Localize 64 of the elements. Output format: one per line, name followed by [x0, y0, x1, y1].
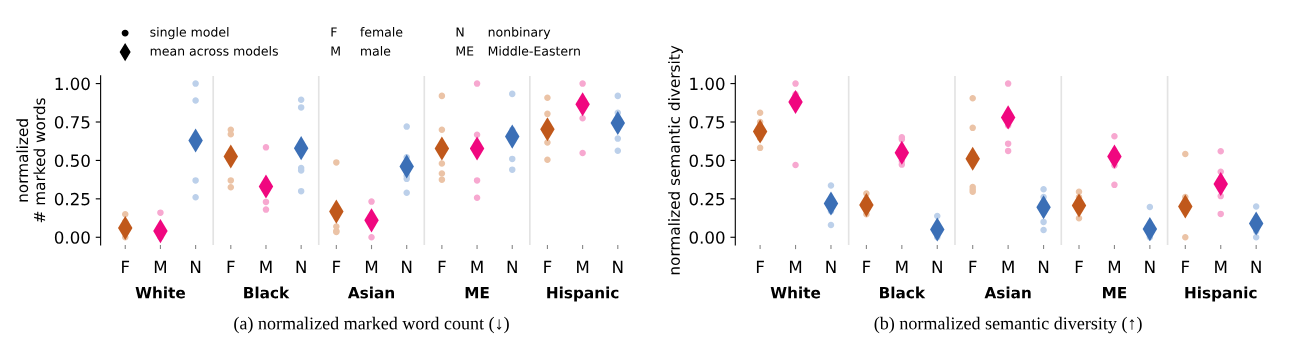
y-tick-label: 0.50: [689, 154, 725, 167]
text: Black: [244, 286, 290, 299]
y-tick-label: 0.00: [689, 231, 725, 244]
text: Asian: [984, 286, 1031, 299]
text: ME: [465, 287, 489, 299]
x-tick-label: F: [122, 260, 130, 273]
x-tick-label: F: [544, 260, 552, 273]
x-tick-label: N: [613, 260, 623, 273]
x-tick-label: N: [826, 260, 836, 273]
x-tick-label: M: [789, 260, 802, 273]
x-tick-label: M: [1002, 260, 1014, 273]
y-tick-label: 0.75: [54, 115, 90, 129]
x-tick-label: F: [227, 260, 235, 273]
text: F: [331, 27, 337, 37]
x-tick-label: M: [1108, 260, 1120, 273]
x-tick-label: N: [1038, 260, 1049, 273]
text: single model: [150, 27, 229, 40]
x-tick-label: N: [1251, 260, 1261, 273]
text: Hispanic: [1185, 286, 1257, 302]
text: White: [135, 286, 186, 299]
y-tick-label: 0.00: [54, 231, 90, 244]
text: nonbinary: [488, 27, 551, 40]
y-tick-label: 0.75: [689, 115, 725, 129]
x-tick-label: N: [402, 260, 412, 273]
text: ME: [456, 46, 474, 56]
y-tick-label: 0.50: [54, 154, 90, 167]
x-tick-label: F: [1182, 260, 1190, 273]
text: White: [770, 286, 821, 299]
text: N: [456, 27, 464, 37]
x-tick-label: F: [969, 260, 977, 273]
text: female: [360, 27, 403, 37]
x-tick-label: M: [260, 260, 272, 273]
y-tick-label: 1.00: [690, 77, 725, 91]
text: Asian: [347, 286, 394, 299]
text: Hispanic: [547, 286, 619, 302]
text: mean across models: [150, 46, 278, 56]
text: (a) normalized marked word count (↓): [234, 316, 509, 334]
x-tick-label: F: [863, 260, 871, 273]
x-tick-label: M: [471, 260, 483, 273]
text: M: [331, 46, 340, 56]
x-tick-label: F: [1075, 260, 1083, 273]
text: (b) normalized semantic diversity (↑): [874, 316, 1142, 334]
x-tick-label: F: [438, 260, 446, 273]
x-tick-label: N: [191, 260, 201, 273]
x-tick-label: M: [1215, 260, 1227, 273]
x-tick-label: N: [1145, 260, 1155, 273]
x-tick-label: F: [756, 260, 764, 273]
x-tick-label: M: [154, 260, 166, 273]
x-tick-label: F: [333, 260, 341, 273]
x-tick-label: M: [896, 260, 908, 273]
x-tick-label: N: [296, 260, 306, 273]
text: ME: [1103, 287, 1127, 299]
y-axis-title: normalized # marked words: [16, 98, 46, 223]
x-tick-label: M: [577, 260, 589, 273]
y-tick-label: 0.25: [54, 192, 90, 206]
y-tick-label: 0.25: [689, 192, 725, 206]
text: male: [361, 46, 391, 56]
x-tick-label: N: [507, 260, 517, 273]
text: Black: [880, 286, 926, 299]
y-tick-label: 1.00: [55, 77, 90, 91]
x-tick-label: M: [365, 260, 378, 273]
y-axis-title: normalized semantic diversity: [668, 45, 683, 275]
x-tick-label: N: [932, 260, 942, 273]
text: Middle-Eastern: [488, 46, 580, 56]
